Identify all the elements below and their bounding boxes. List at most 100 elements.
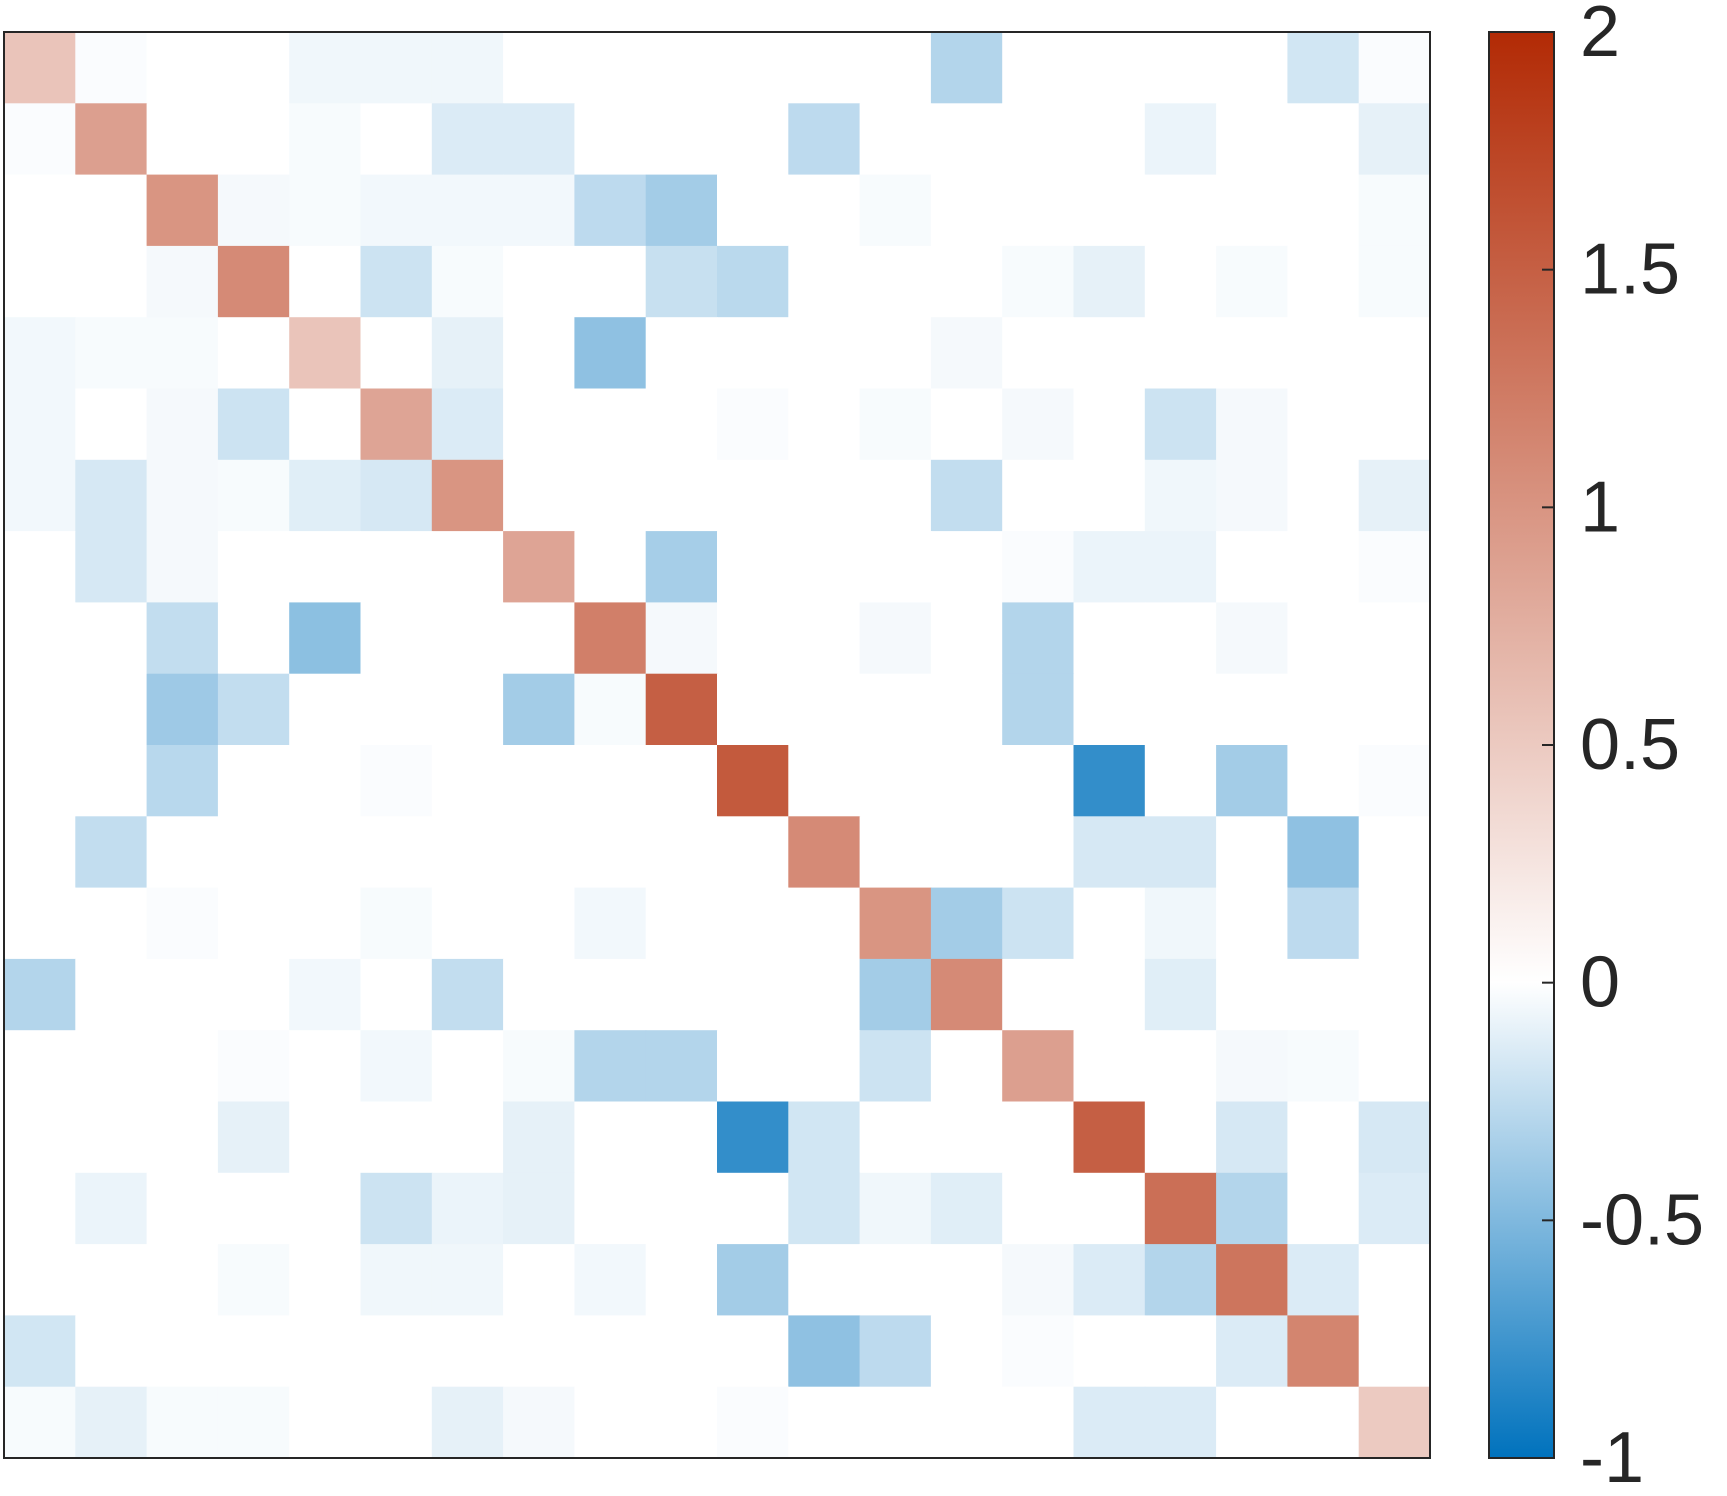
heatmap-cell: [1358, 388, 1431, 461]
heatmap-cell: [1073, 531, 1146, 603]
heatmap-cell: [360, 816, 433, 889]
heatmap-cell: [146, 531, 219, 603]
heatmap-cell: [1002, 103, 1075, 176]
heatmap-cell: [146, 673, 219, 746]
heatmap-cell: [360, 1315, 433, 1388]
heatmap-cell: [1287, 1315, 1360, 1388]
heatmap-cell: [289, 602, 362, 675]
heatmap-cell: [1144, 887, 1217, 960]
heatmap-cell: [930, 388, 1003, 461]
heatmap-cell: [289, 745, 362, 817]
heatmap-cell: [717, 602, 789, 675]
heatmap-cell: [574, 958, 647, 1031]
heatmap-cell: [217, 958, 290, 1031]
heatmap-cell: [788, 745, 861, 817]
heatmap-cell: [717, 1386, 789, 1459]
heatmap-cell: [1287, 1030, 1360, 1103]
heatmap-cell: [930, 32, 1003, 104]
heatmap-cell: [1144, 531, 1217, 603]
heatmap-cell: [645, 174, 718, 247]
heatmap-cell: [217, 745, 290, 817]
heatmap-cell: [1287, 816, 1360, 889]
heatmap-cell: [431, 32, 504, 104]
heatmap-cell: [859, 602, 932, 675]
heatmap-cell: [717, 1101, 789, 1174]
heatmap-cell: [645, 388, 718, 461]
heatmap-cell: [788, 1030, 861, 1103]
heatmap-cell: [431, 174, 504, 247]
heatmap-cell: [1002, 745, 1075, 817]
heatmap-cell: [930, 745, 1003, 817]
heatmap-cell: [360, 1101, 433, 1174]
heatmap-cell: [1002, 459, 1075, 532]
heatmap-cell: [4, 958, 76, 1031]
heatmap-cell: [289, 816, 362, 889]
heatmap-cell: [1358, 32, 1431, 104]
heatmap-cell: [503, 245, 575, 318]
heatmap-cell: [859, 1101, 932, 1174]
heatmap-cell: [717, 816, 789, 889]
heatmap-cell: [503, 1030, 575, 1103]
heatmap-cell: [574, 1386, 647, 1459]
heatmap-cell: [1002, 1315, 1075, 1388]
heatmap-cell: [289, 459, 362, 532]
heatmap-cell: [1216, 245, 1288, 318]
heatmap-cell: [431, 245, 504, 318]
heatmap-cell: [1144, 388, 1217, 461]
heatmap-cell: [146, 174, 219, 247]
heatmap-cell: [289, 673, 362, 746]
heatmap-cell: [859, 103, 932, 176]
heatmap-cell: [431, 958, 504, 1031]
heatmap-cell: [574, 317, 647, 390]
heatmap-cell: [146, 1030, 219, 1103]
heatmap-cell: [503, 1172, 575, 1245]
colorbar-tick-label: -1: [1580, 1418, 1644, 1491]
heatmap-cell: [1358, 887, 1431, 960]
heatmap-cell: [289, 531, 362, 603]
colorbar-tick-label: 0.5: [1580, 705, 1680, 785]
heatmap-cell: [289, 1172, 362, 1245]
heatmap-cell: [1287, 32, 1360, 104]
heatmap-cell: [503, 174, 575, 247]
heatmap-cell: [503, 1101, 575, 1174]
heatmap-cell: [859, 673, 932, 746]
heatmap-cell: [1216, 958, 1288, 1031]
heatmap-cell: [431, 1244, 504, 1316]
heatmap-cell: [4, 1315, 76, 1388]
heatmap-cell: [431, 673, 504, 746]
heatmap-cell: [1216, 103, 1288, 176]
heatmap-cell: [217, 1244, 290, 1316]
heatmap-cell: [4, 317, 76, 390]
heatmap-cell: [1287, 531, 1360, 603]
heatmap-cell: [1002, 673, 1075, 746]
heatmap-cell: [146, 317, 219, 390]
heatmap-cell: [289, 1030, 362, 1103]
heatmap-cell: [1358, 1101, 1431, 1174]
heatmap-cell: [717, 32, 789, 104]
heatmap-cell: [859, 745, 932, 817]
heatmap-cell: [1358, 245, 1431, 318]
heatmap-cell: [1073, 1030, 1146, 1103]
heatmap-cell: [645, 1386, 718, 1459]
heatmap-cell: [788, 1101, 861, 1174]
heatmap-cell: [360, 887, 433, 960]
heatmap-cell: [788, 1386, 861, 1459]
heatmap-cell: [75, 1172, 148, 1245]
heatmap-cell: [717, 1244, 789, 1316]
heatmap-cell: [1287, 602, 1360, 675]
heatmap-cell: [717, 745, 789, 817]
heatmap-cell: [930, 887, 1003, 960]
heatmap-cell: [930, 459, 1003, 532]
heatmap-cell: [574, 1030, 647, 1103]
heatmap-cell: [1358, 673, 1431, 746]
heatmap-cell: [930, 602, 1003, 675]
heatmap-cell: [1287, 317, 1360, 390]
heatmap-cell: [4, 602, 76, 675]
heatmap-cell: [289, 32, 362, 104]
heatmap-cell: [289, 1101, 362, 1174]
heatmap-cell: [574, 103, 647, 176]
heatmap-cell: [645, 32, 718, 104]
heatmap-cell: [217, 602, 290, 675]
heatmap-cell: [788, 1172, 861, 1245]
heatmap-cell: [1073, 32, 1146, 104]
